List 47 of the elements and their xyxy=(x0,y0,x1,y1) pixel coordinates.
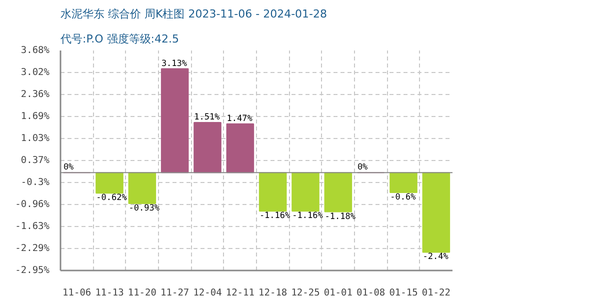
bar xyxy=(160,68,189,174)
bar xyxy=(422,172,450,253)
data-label: -1.18% xyxy=(324,212,356,222)
chart-subtitle: 代号:P.O 强度等级:42.5 xyxy=(60,32,179,46)
data-label: 1.47% xyxy=(226,114,252,124)
data-label: -1.16% xyxy=(259,211,290,222)
x-tick-label: 11-27 xyxy=(160,288,190,298)
x-tick-label: 01-01 xyxy=(324,288,353,298)
x-tick-label: 01-22 xyxy=(422,288,450,298)
data-label: -2.4% xyxy=(422,252,448,262)
bar xyxy=(128,172,156,204)
y-tick-label: 2.36% xyxy=(20,88,50,100)
x-tick-label: 12-11 xyxy=(226,288,255,298)
chart-title: 水泥华东 综合价 周K柱图 2023-11-06 - 2024-01-28 xyxy=(60,8,328,20)
x-tick-label: 12-04 xyxy=(193,288,222,298)
y-tick-label: -0.3% xyxy=(20,177,50,188)
x-tick-label: 11-06 xyxy=(62,288,92,298)
bar xyxy=(390,172,418,194)
x-tick-label: 01-15 xyxy=(389,288,418,298)
y-tick-label: -2.29% xyxy=(15,243,50,254)
x-tick-label: 12-25 xyxy=(291,288,320,298)
data-label: -0.62% xyxy=(96,193,127,204)
bar xyxy=(226,123,254,174)
bar xyxy=(292,172,320,212)
y-tick-label: 0.37% xyxy=(20,154,50,166)
data-label: 0% xyxy=(63,162,74,173)
x-tick-label: 12-18 xyxy=(258,288,288,298)
data-label: -0.93% xyxy=(128,203,160,214)
data-label: 0% xyxy=(357,162,368,173)
y-tick-label: -0.96% xyxy=(15,198,50,210)
data-label: -1.16% xyxy=(292,211,323,222)
y-tick-label: -1.63% xyxy=(15,221,50,232)
y-tick-label: 3.68% xyxy=(20,45,50,56)
x-tick-label: 11-13 xyxy=(95,288,124,298)
y-tick-label: 1.03% xyxy=(20,132,50,144)
data-label: 3.13% xyxy=(161,58,188,69)
data-label: 1.51% xyxy=(194,112,220,123)
x-tick-label: 01-08 xyxy=(356,288,386,298)
y-tick-label: 3.02% xyxy=(20,66,50,78)
data-label: -0.6% xyxy=(390,192,416,203)
y-tick-label: 1.69% xyxy=(20,111,50,122)
x-tick-label: 11-20 xyxy=(128,288,157,298)
bar xyxy=(96,172,124,194)
bar xyxy=(258,172,287,212)
bar xyxy=(194,122,222,174)
bar xyxy=(324,172,352,212)
y-tick-label: -2.95% xyxy=(15,265,50,276)
